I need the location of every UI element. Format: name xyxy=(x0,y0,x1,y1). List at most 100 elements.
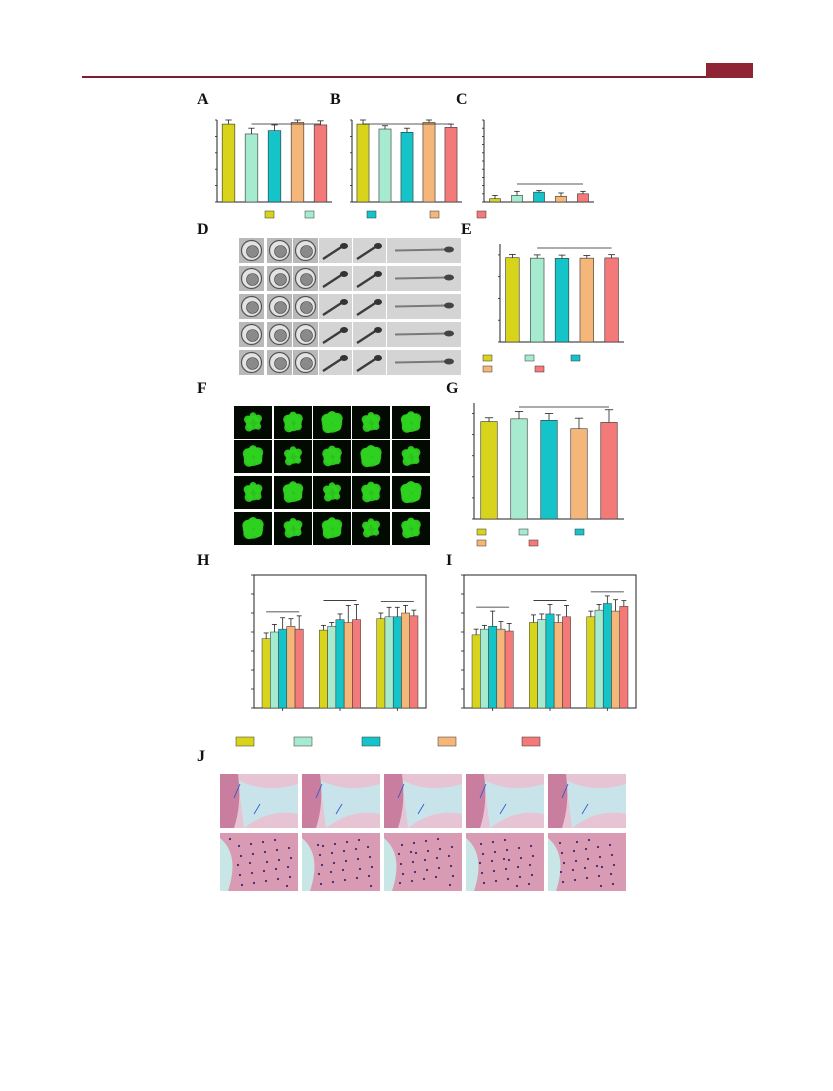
stria-tissue xyxy=(302,774,322,828)
zebrafish-development-images xyxy=(239,238,461,375)
nucleus-dot xyxy=(480,871,484,875)
tissue-gap xyxy=(466,838,479,891)
tissue-gap xyxy=(302,838,315,891)
neuromast-blob xyxy=(406,411,416,420)
embryo-yolk xyxy=(274,273,287,286)
embryo-yolk xyxy=(300,273,313,286)
nucleus-dot xyxy=(434,875,438,879)
bar-control xyxy=(221,123,236,203)
pointer-arrow xyxy=(397,783,405,799)
nucleus-dot xyxy=(504,867,508,871)
nucleus-dot xyxy=(571,868,575,872)
neuromast-blob xyxy=(253,527,263,538)
tissue-gap xyxy=(384,838,397,891)
neuromast-blob xyxy=(372,492,380,501)
chart-hatching-rate xyxy=(350,119,462,203)
nucleus-dot xyxy=(252,881,256,885)
neuromast-blob xyxy=(249,481,257,490)
nucleus-dot xyxy=(262,869,266,873)
bar-conjugate-2-16k xyxy=(392,616,402,709)
legend-swatch xyxy=(570,354,581,362)
nucleus-dot xyxy=(274,867,278,871)
nucleus-dot xyxy=(321,844,325,848)
nucleus-dot xyxy=(370,865,374,869)
neuromast-blob xyxy=(412,456,420,465)
nucleus-dot xyxy=(288,875,292,879)
nucleus-dot xyxy=(344,859,348,863)
larva-head xyxy=(374,355,382,361)
nucleus-dot xyxy=(612,863,616,867)
bar-control-16k xyxy=(376,618,386,709)
legend-swatch xyxy=(482,354,493,362)
nucleus-dot xyxy=(491,840,495,844)
larva-body xyxy=(394,248,448,252)
neuromast-blob xyxy=(324,493,332,502)
nucleus-dot xyxy=(401,872,405,876)
nucleus-dot xyxy=(333,842,337,846)
nucleus-dot xyxy=(423,858,427,862)
legend-swatch xyxy=(264,210,275,219)
nucleus-dot xyxy=(426,849,430,853)
bar-conjugate-2-nps-16k xyxy=(409,615,419,709)
legend-hi xyxy=(235,736,541,747)
bar-conjugate-1-nps-8k xyxy=(553,622,563,709)
legend-swatch xyxy=(304,210,315,219)
histology-bottom xyxy=(302,833,380,891)
neuromast-blob xyxy=(401,422,413,433)
embryo-yolk xyxy=(274,329,287,342)
nucleus-dot xyxy=(596,845,600,849)
pointer-arrow xyxy=(253,803,261,815)
larva-head xyxy=(374,271,382,277)
nucleus-dot xyxy=(558,841,562,845)
chart-survival-rate xyxy=(215,119,332,203)
panel-label-b: B xyxy=(330,91,341,108)
bar-conjugate-1-4k xyxy=(480,628,489,709)
nucleus-dot xyxy=(236,863,240,867)
neuromast-blob xyxy=(283,492,295,503)
bar-conjugate-2 xyxy=(267,130,282,203)
pointer-arrow xyxy=(499,803,507,815)
neuromast-blob xyxy=(328,445,336,454)
nucleus-dot xyxy=(358,867,362,871)
scala-space xyxy=(238,780,298,828)
nucleus-dot xyxy=(287,846,291,850)
tissue-gap xyxy=(548,838,561,891)
neuromast-blob xyxy=(412,528,420,537)
neuromast-blob xyxy=(407,517,415,526)
neuromast-blob xyxy=(363,529,371,538)
pointer-arrow xyxy=(581,803,589,815)
chart-malformation-rate xyxy=(482,119,594,203)
larva-head xyxy=(340,243,348,249)
nucleus-dot xyxy=(343,878,347,882)
stria-tissue xyxy=(220,774,240,828)
nucleus-dot xyxy=(600,865,604,869)
panel-label-c: C xyxy=(456,91,468,108)
nucleus-dot xyxy=(516,865,520,869)
nucleus-dot xyxy=(447,854,451,858)
embryo-yolk xyxy=(274,301,287,314)
nucleus-dot xyxy=(277,858,281,862)
nucleus-dot xyxy=(369,884,373,888)
nucleus-dot xyxy=(506,877,510,881)
nucleus-dot xyxy=(250,871,254,875)
bar-control-4k xyxy=(471,634,481,709)
histology-bottom xyxy=(466,833,544,891)
larva-body xyxy=(394,332,448,336)
bar-conjugate-1-8k xyxy=(537,619,547,709)
nucleus-dot xyxy=(575,840,579,844)
larva-head xyxy=(444,246,454,253)
legend-swatch xyxy=(235,736,255,747)
legend-swatch xyxy=(524,354,535,362)
nucleus-dot xyxy=(450,845,454,849)
larva-body xyxy=(394,276,448,280)
neuromast-blob xyxy=(407,445,415,454)
neuromast-blob xyxy=(367,518,375,525)
bar-conjugate-1-nps-4k xyxy=(496,628,506,709)
nucleus-dot xyxy=(586,857,590,861)
embryo-yolk xyxy=(246,357,259,370)
neuromast-blob xyxy=(362,423,372,432)
nucleus-dot xyxy=(597,874,601,878)
nucleus-dot xyxy=(583,866,587,870)
pointer-arrow xyxy=(561,783,569,799)
pointer-arrow xyxy=(417,803,425,815)
